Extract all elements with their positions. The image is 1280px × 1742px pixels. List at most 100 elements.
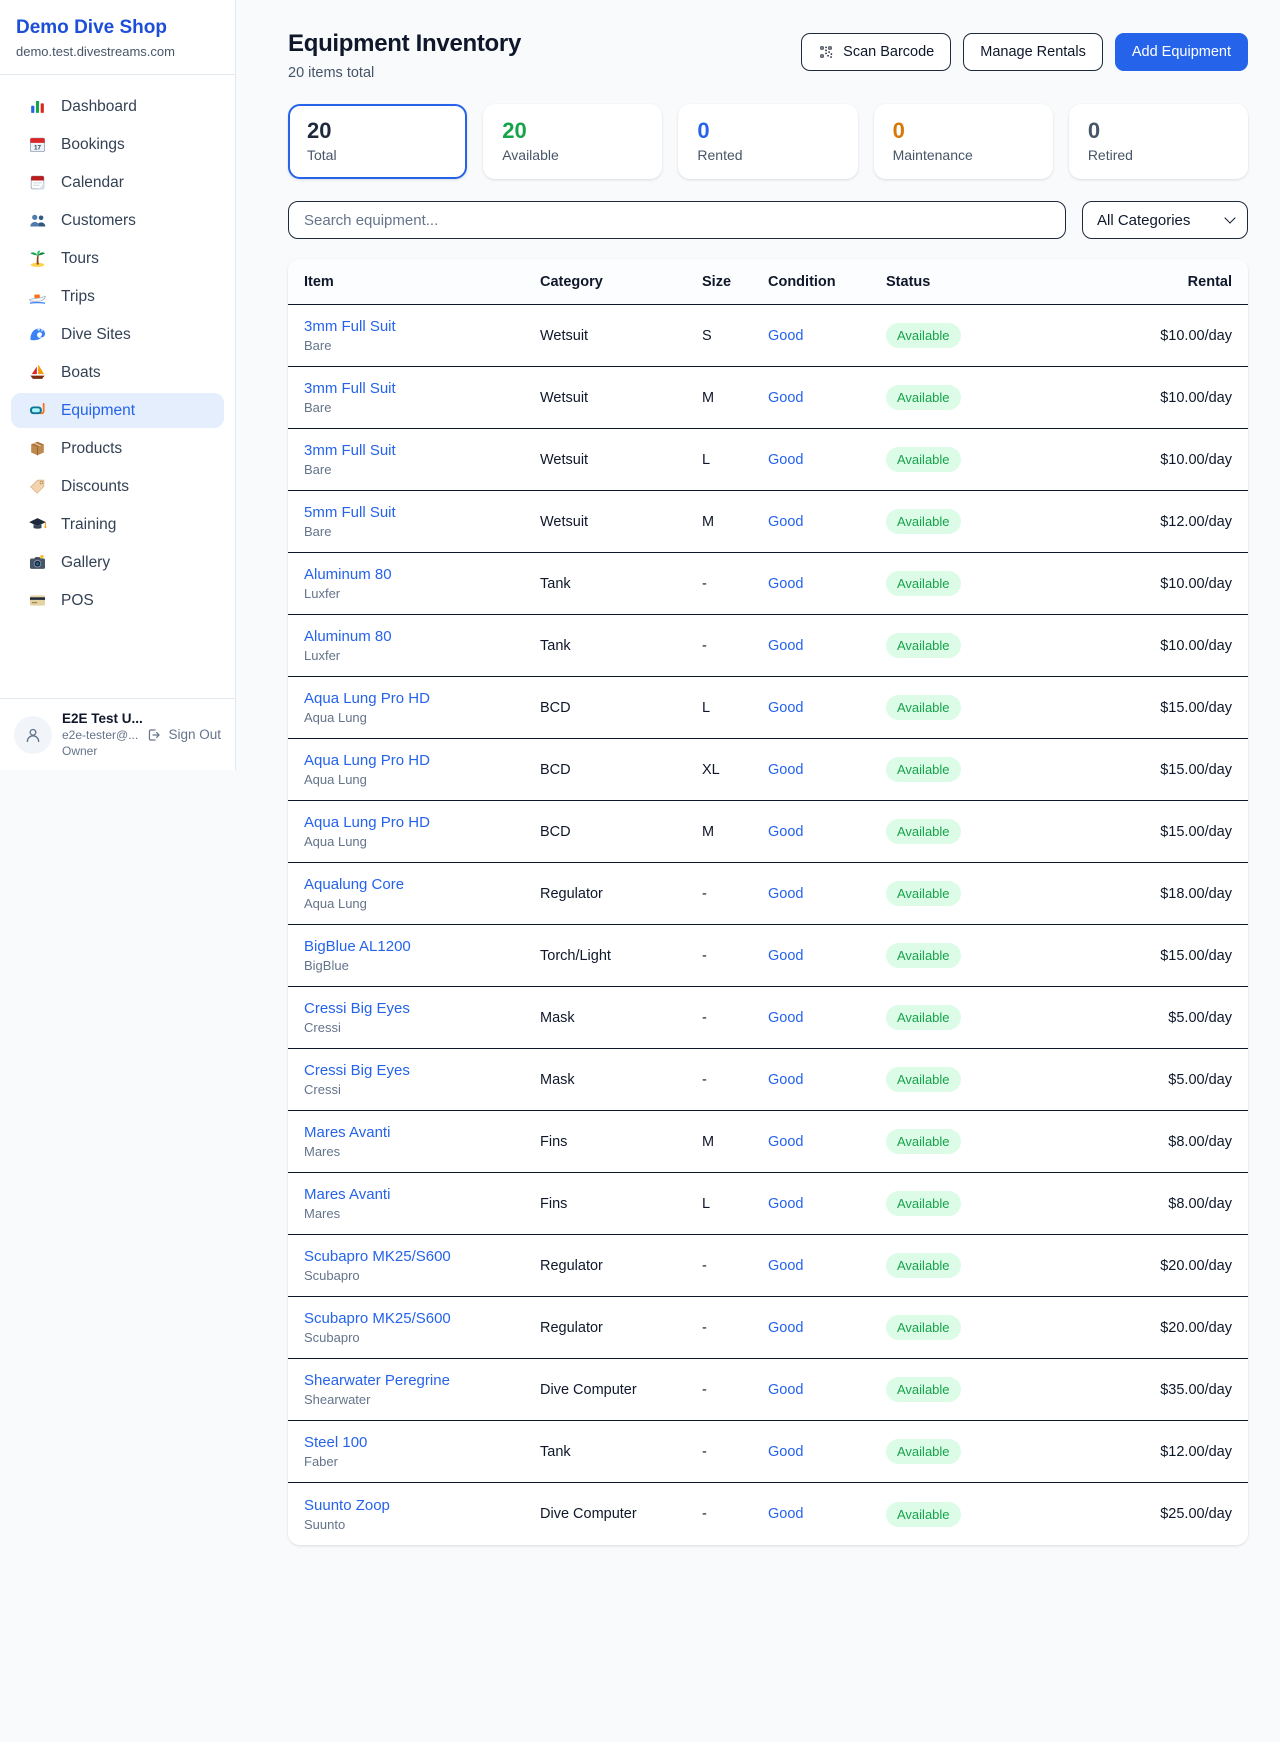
sidebar-item-discounts[interactable]: Discounts [11,469,224,504]
item-name-link[interactable]: Scubapro MK25/S600 [304,1248,451,1266]
stat-card-total[interactable]: 20 Total [288,104,468,180]
wave-icon [28,325,47,344]
item-name-link[interactable]: 5mm Full Suit [304,504,396,522]
sidebar-item-equipment[interactable]: Equipment [11,393,224,428]
stat-card-rented[interactable]: 0 Rented [678,104,858,180]
table-row: BigBlue AL1200 BigBlue Torch/Light - Goo… [288,925,1248,988]
condition-link[interactable]: Good [768,1071,804,1088]
sidebar-item-label: Bookings [61,135,125,153]
item-category: BCD [540,823,571,840]
status-badge: Available [886,943,961,969]
condition-link[interactable]: Good [768,1133,804,1150]
item-name-link[interactable]: 3mm Full Suit [304,318,396,336]
item-name-link[interactable]: Aluminum 80 [304,566,392,584]
item-name-link[interactable]: Suunto Zoop [304,1496,390,1514]
item-name-link[interactable]: BigBlue AL1200 [304,938,411,956]
item-brand: Bare [304,524,332,540]
condition-link[interactable]: Good [768,637,804,654]
sidebar-item-tours[interactable]: Tours [11,241,224,276]
item-name-link[interactable]: Mares Avanti [304,1186,391,1204]
item-name-link[interactable]: Steel 100 [304,1434,368,1452]
item-name-link[interactable]: Aqua Lung Pro HD [304,690,430,708]
sidebar-item-products[interactable]: Products [11,431,224,466]
item-name-link[interactable]: 3mm Full Suit [304,380,396,398]
item-rental-rate: $5.00/day [1168,1009,1232,1026]
status-badge: Available [886,1439,961,1465]
sidebar-item-label: Calendar [61,173,124,191]
stat-card-maintenance[interactable]: 0 Maintenance [873,104,1053,180]
item-category: BCD [540,699,571,716]
sign-out-button[interactable]: Sign Out [146,727,221,743]
item-rental-rate: $12.00/day [1160,1443,1232,1460]
condition-link[interactable]: Good [768,451,804,468]
logout-icon [146,727,162,743]
item-name-link[interactable]: Shearwater Peregrine [304,1372,450,1390]
condition-link[interactable]: Good [768,1319,804,1336]
sidebar-item-boats[interactable]: Boats [11,355,224,390]
sidebar-item-dashboard[interactable]: Dashboard [11,89,224,124]
manage-rentals-button[interactable]: Manage Rentals [963,33,1103,71]
condition-link[interactable]: Good [768,389,804,406]
item-size: M [702,1133,715,1150]
stat-value: 20 [307,118,332,143]
sidebar-item-dive-sites[interactable]: Dive Sites [11,317,224,352]
add-equipment-button[interactable]: Add Equipment [1114,33,1248,71]
condition-link[interactable]: Good [768,761,804,778]
stat-value: 0 [892,118,905,143]
bar-chart-icon [28,97,47,116]
condition-link[interactable]: Good [768,1009,804,1026]
status-badge: Available [886,571,961,597]
item-brand: Scubapro [304,1330,360,1346]
sidebar-item-label: POS [61,591,94,609]
scan-barcode-button[interactable]: Scan Barcode [801,33,952,71]
sidebar-item-trips[interactable]: Trips [11,279,224,314]
condition-link[interactable]: Good [768,1443,804,1460]
status-badge: Available [886,1191,961,1217]
category-select[interactable]: All Categories [1082,201,1248,240]
condition-link[interactable]: Good [768,1257,804,1274]
condition-link[interactable]: Good [768,1381,804,1398]
sidebar-item-gallery[interactable]: Gallery [11,545,224,580]
sidebar-item-training[interactable]: Training [11,507,224,542]
item-name-link[interactable]: Aqualung Core [304,876,405,894]
item-brand: Bare [304,400,332,416]
condition-link[interactable]: Good [768,575,804,592]
column-header-size: Size [702,273,732,290]
sidebar-item-label: Equipment [61,401,136,419]
item-name-link[interactable]: Aqua Lung Pro HD [304,752,430,770]
item-rental-rate: $15.00/day [1160,699,1232,716]
item-name-link[interactable]: Aqua Lung Pro HD [304,814,430,832]
sidebar-item-customers[interactable]: Customers [11,203,224,238]
condition-link[interactable]: Good [768,513,804,530]
condition-link[interactable]: Good [768,327,804,344]
speedboat-icon [28,287,47,306]
item-name-link[interactable]: Scubapro MK25/S600 [304,1310,451,1328]
stat-card-retired[interactable]: 0 Retired [1068,104,1249,180]
item-rental-rate: $15.00/day [1160,761,1232,778]
item-category: Mask [540,1009,575,1026]
status-badge: Available [886,695,961,721]
item-category: Tank [540,1443,571,1460]
table-body: 3mm Full Suit Bare Wetsuit S Good Availa… [288,305,1248,1546]
condition-link[interactable]: Good [768,1506,804,1523]
user-name: E2E Test U... [62,711,143,726]
condition-link[interactable]: Good [768,1195,804,1212]
stat-card-available[interactable]: 20 Available [483,104,663,180]
sidebar-item-bookings[interactable]: Bookings [11,127,224,162]
condition-link[interactable]: Good [768,947,804,964]
item-name-link[interactable]: Cressi Big Eyes [304,1062,410,1080]
item-brand: Luxfer [304,586,341,602]
item-name-link[interactable]: Aluminum 80 [304,628,392,646]
item-name-link[interactable]: Mares Avanti [304,1124,391,1142]
stat-label: Maintenance [892,147,973,164]
price-tag-icon [28,477,47,496]
item-name-link[interactable]: Cressi Big Eyes [304,1000,410,1018]
sidebar-item-pos[interactable]: POS [11,583,224,618]
item-name-link[interactable]: 3mm Full Suit [304,442,396,460]
condition-link[interactable]: Good [768,885,804,902]
item-size: XL [702,761,720,778]
condition-link[interactable]: Good [768,823,804,840]
search-input[interactable] [288,201,1066,240]
sidebar-item-calendar[interactable]: Calendar [11,165,224,200]
condition-link[interactable]: Good [768,699,804,716]
